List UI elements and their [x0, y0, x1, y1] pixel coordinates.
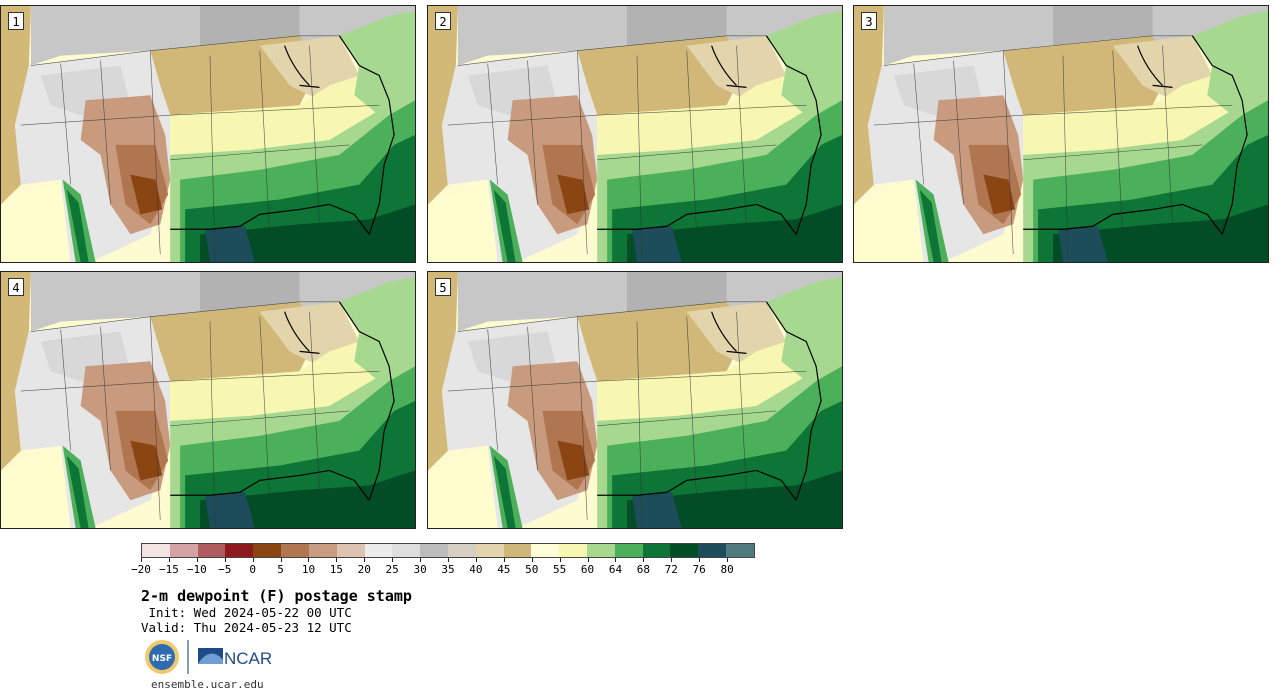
colorbar-tick-mark [141, 558, 142, 562]
colorbar-tick-label: 20 [357, 563, 371, 576]
colorbar-tick-label: 35 [441, 563, 455, 576]
panel-number-label: 4 [8, 278, 24, 296]
colorbar-segment [531, 544, 560, 557]
dewpoint-map [1, 272, 415, 528]
colorbar-segment [281, 544, 309, 557]
dewpoint-map [428, 272, 842, 528]
colorbar-tick-mark [308, 558, 310, 562]
panel-number-label: 2 [435, 12, 451, 30]
colorbar-tick-label: 40 [469, 563, 483, 576]
colorbar-tick-mark [280, 558, 282, 562]
source-url: ensemble.ucar.edu [151, 678, 264, 691]
colorbar-tick-label: −20 [131, 563, 151, 576]
colorbar-segment [614, 544, 643, 557]
colorbar-tick-mark [224, 558, 226, 562]
colorbar-tick-label: 64 [608, 563, 623, 576]
colorbar-tick-label: −10 [186, 563, 207, 576]
colorbar-tick-mark [615, 558, 617, 562]
colorbar-segment [253, 544, 282, 557]
colorbar-segment [698, 544, 727, 557]
map-panel: 3 [853, 5, 1269, 263]
panel-number-label: 5 [435, 278, 451, 296]
nsf-logo: NSF [145, 640, 179, 674]
map-panel: 5 [427, 271, 843, 529]
colorbar-segment [308, 544, 337, 557]
dewpoint-map [854, 6, 1268, 262]
dewpoint-colorbar [141, 543, 755, 558]
colorbar-tick-label: 68 [636, 563, 650, 576]
colorbar-tick-label: 15 [329, 563, 343, 576]
svg-text:NCAR: NCAR [224, 649, 272, 668]
colorbar-tick-mark [671, 558, 673, 562]
colorbar-segment [475, 544, 504, 557]
colorbar-tick-label: −5 [218, 563, 232, 576]
map-panel: 2 [427, 5, 843, 263]
colorbar-tick-mark [336, 558, 338, 562]
colorbar-tick-label: 72 [664, 563, 678, 576]
colorbar-tick-label: 60 [580, 563, 595, 576]
colorbar-tick-label: 76 [692, 563, 706, 576]
colorbar-segment [169, 544, 198, 557]
colorbar-tick-mark [699, 558, 701, 562]
colorbar-tick-mark [727, 558, 729, 562]
map-panel: 1 [0, 5, 416, 263]
valid-time: Valid: Thu 2024-05-23 12 UTC [141, 620, 352, 635]
colorbar-segment [336, 544, 365, 557]
colorbar-tick-mark [503, 558, 505, 562]
colorbar-segment [726, 544, 754, 557]
colorbar-segment [670, 544, 699, 557]
colorbar-tick-label: 55 [553, 563, 567, 576]
figure-title: 2-m dewpoint (F) postage stamp [141, 587, 412, 605]
colorbar-tick-mark [196, 558, 198, 562]
colorbar-segment [447, 544, 476, 557]
colorbar-tick-mark [559, 558, 561, 562]
colorbar-segment [420, 544, 448, 557]
colorbar-tick-label: 5 [277, 563, 284, 576]
panel-number-label: 1 [8, 12, 24, 30]
svg-text:NSF: NSF [152, 654, 172, 664]
colorbar-tick-mark [531, 558, 533, 562]
init-time: Init: Wed 2024-05-22 00 UTC [141, 605, 352, 620]
colorbar-tick-mark [475, 558, 477, 562]
colorbar-segment [392, 544, 421, 557]
colorbar-segment [642, 544, 671, 557]
colorbar-segment [503, 544, 532, 557]
panel-number-label: 3 [861, 12, 877, 30]
colorbar-tick-label: −15 [158, 563, 179, 576]
colorbar-tick-label: 80 [720, 563, 734, 576]
colorbar-tick-label: 0 [249, 563, 256, 576]
colorbar-tick-label: 10 [301, 563, 316, 576]
colorbar-tick-label: 45 [497, 563, 511, 576]
ncar-logo: NCAR [198, 648, 272, 668]
colorbar-ticks: −20 −15 −10 −5 0 5 10 15 20 25 30 35 40 45 50 55 60 64 68 7… [131, 558, 755, 578]
colorbar-tick-mark [252, 558, 254, 562]
colorbar-tick-label: 50 [525, 563, 539, 576]
colorbar-tick-mark [364, 558, 366, 562]
colorbar-segment [225, 544, 254, 557]
colorbar-segment [364, 544, 393, 557]
colorbar-segment [559, 544, 587, 557]
colorbar-segment [587, 544, 615, 557]
colorbar-tick-mark [168, 558, 170, 562]
colorbar-tick-mark [420, 558, 422, 562]
colorbar-segment [197, 544, 226, 557]
dewpoint-map [428, 6, 842, 262]
colorbar-segment [142, 544, 170, 557]
nsf-ncar-logos: NSF NCAR [145, 640, 272, 674]
colorbar-tick-mark [587, 558, 589, 562]
colorbar-tick-mark [392, 558, 394, 562]
colorbar-tick-mark [448, 558, 449, 562]
colorbar-tick-label: 30 [413, 563, 427, 576]
dewpoint-map [1, 6, 415, 262]
colorbar-tick-label: 25 [385, 563, 399, 576]
colorbar-tick-mark [643, 558, 645, 562]
map-panel: 4 [0, 271, 416, 529]
